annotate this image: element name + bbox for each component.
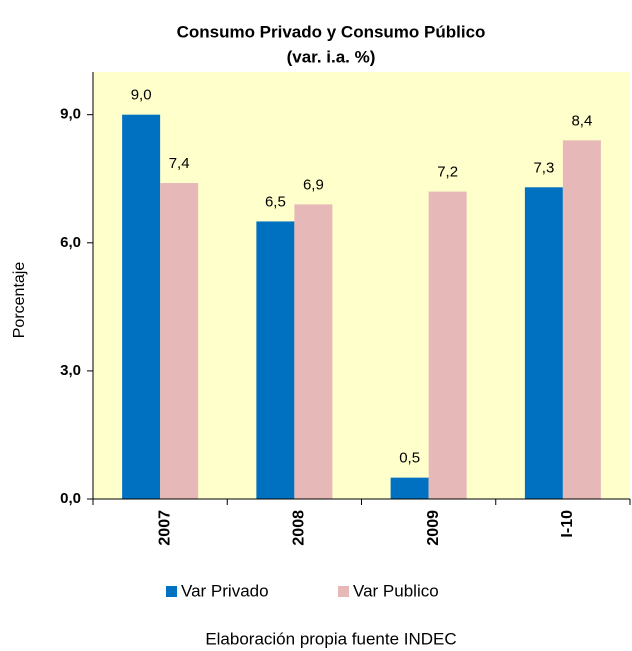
bar (524, 187, 563, 500)
x-tick-label: 2008 (291, 510, 308, 546)
chart-title: Consumo Privado y Consumo Público (177, 22, 486, 41)
value-label: 7,4 (169, 155, 190, 172)
bar (160, 183, 199, 499)
legend-label: Var Publico (353, 581, 439, 600)
source-note: Elaboración propia fuente INDEC (205, 629, 456, 648)
y-tick-label: 9,0 (60, 106, 81, 123)
x-tick-label: 2007 (156, 510, 173, 546)
x-tick-label: 2009 (425, 510, 442, 546)
value-label: 9,0 (131, 87, 152, 104)
bar (256, 221, 295, 499)
value-label: 7,2 (437, 164, 458, 181)
value-label: 6,9 (303, 176, 324, 193)
legend-swatch (338, 586, 349, 597)
chart-subtitle: (var. i.a. %) (287, 47, 376, 66)
legend-label: Var Privado (181, 581, 269, 600)
value-label: 8,4 (571, 112, 592, 129)
bar (122, 114, 161, 499)
bar (562, 140, 601, 499)
legend-swatch (166, 586, 177, 597)
value-label: 0,5 (399, 450, 420, 467)
value-label: 6,5 (265, 193, 286, 210)
bar (428, 191, 467, 499)
bar (390, 477, 429, 499)
y-tick-label: 6,0 (60, 234, 81, 251)
y-tick-label: 3,0 (60, 362, 81, 379)
y-tick-label: 0,0 (60, 490, 81, 507)
y-axis-label: Porcentaje (11, 262, 28, 339)
bar (294, 204, 333, 499)
value-label: 7,3 (533, 159, 554, 176)
x-tick-label: I-10 (559, 510, 576, 538)
